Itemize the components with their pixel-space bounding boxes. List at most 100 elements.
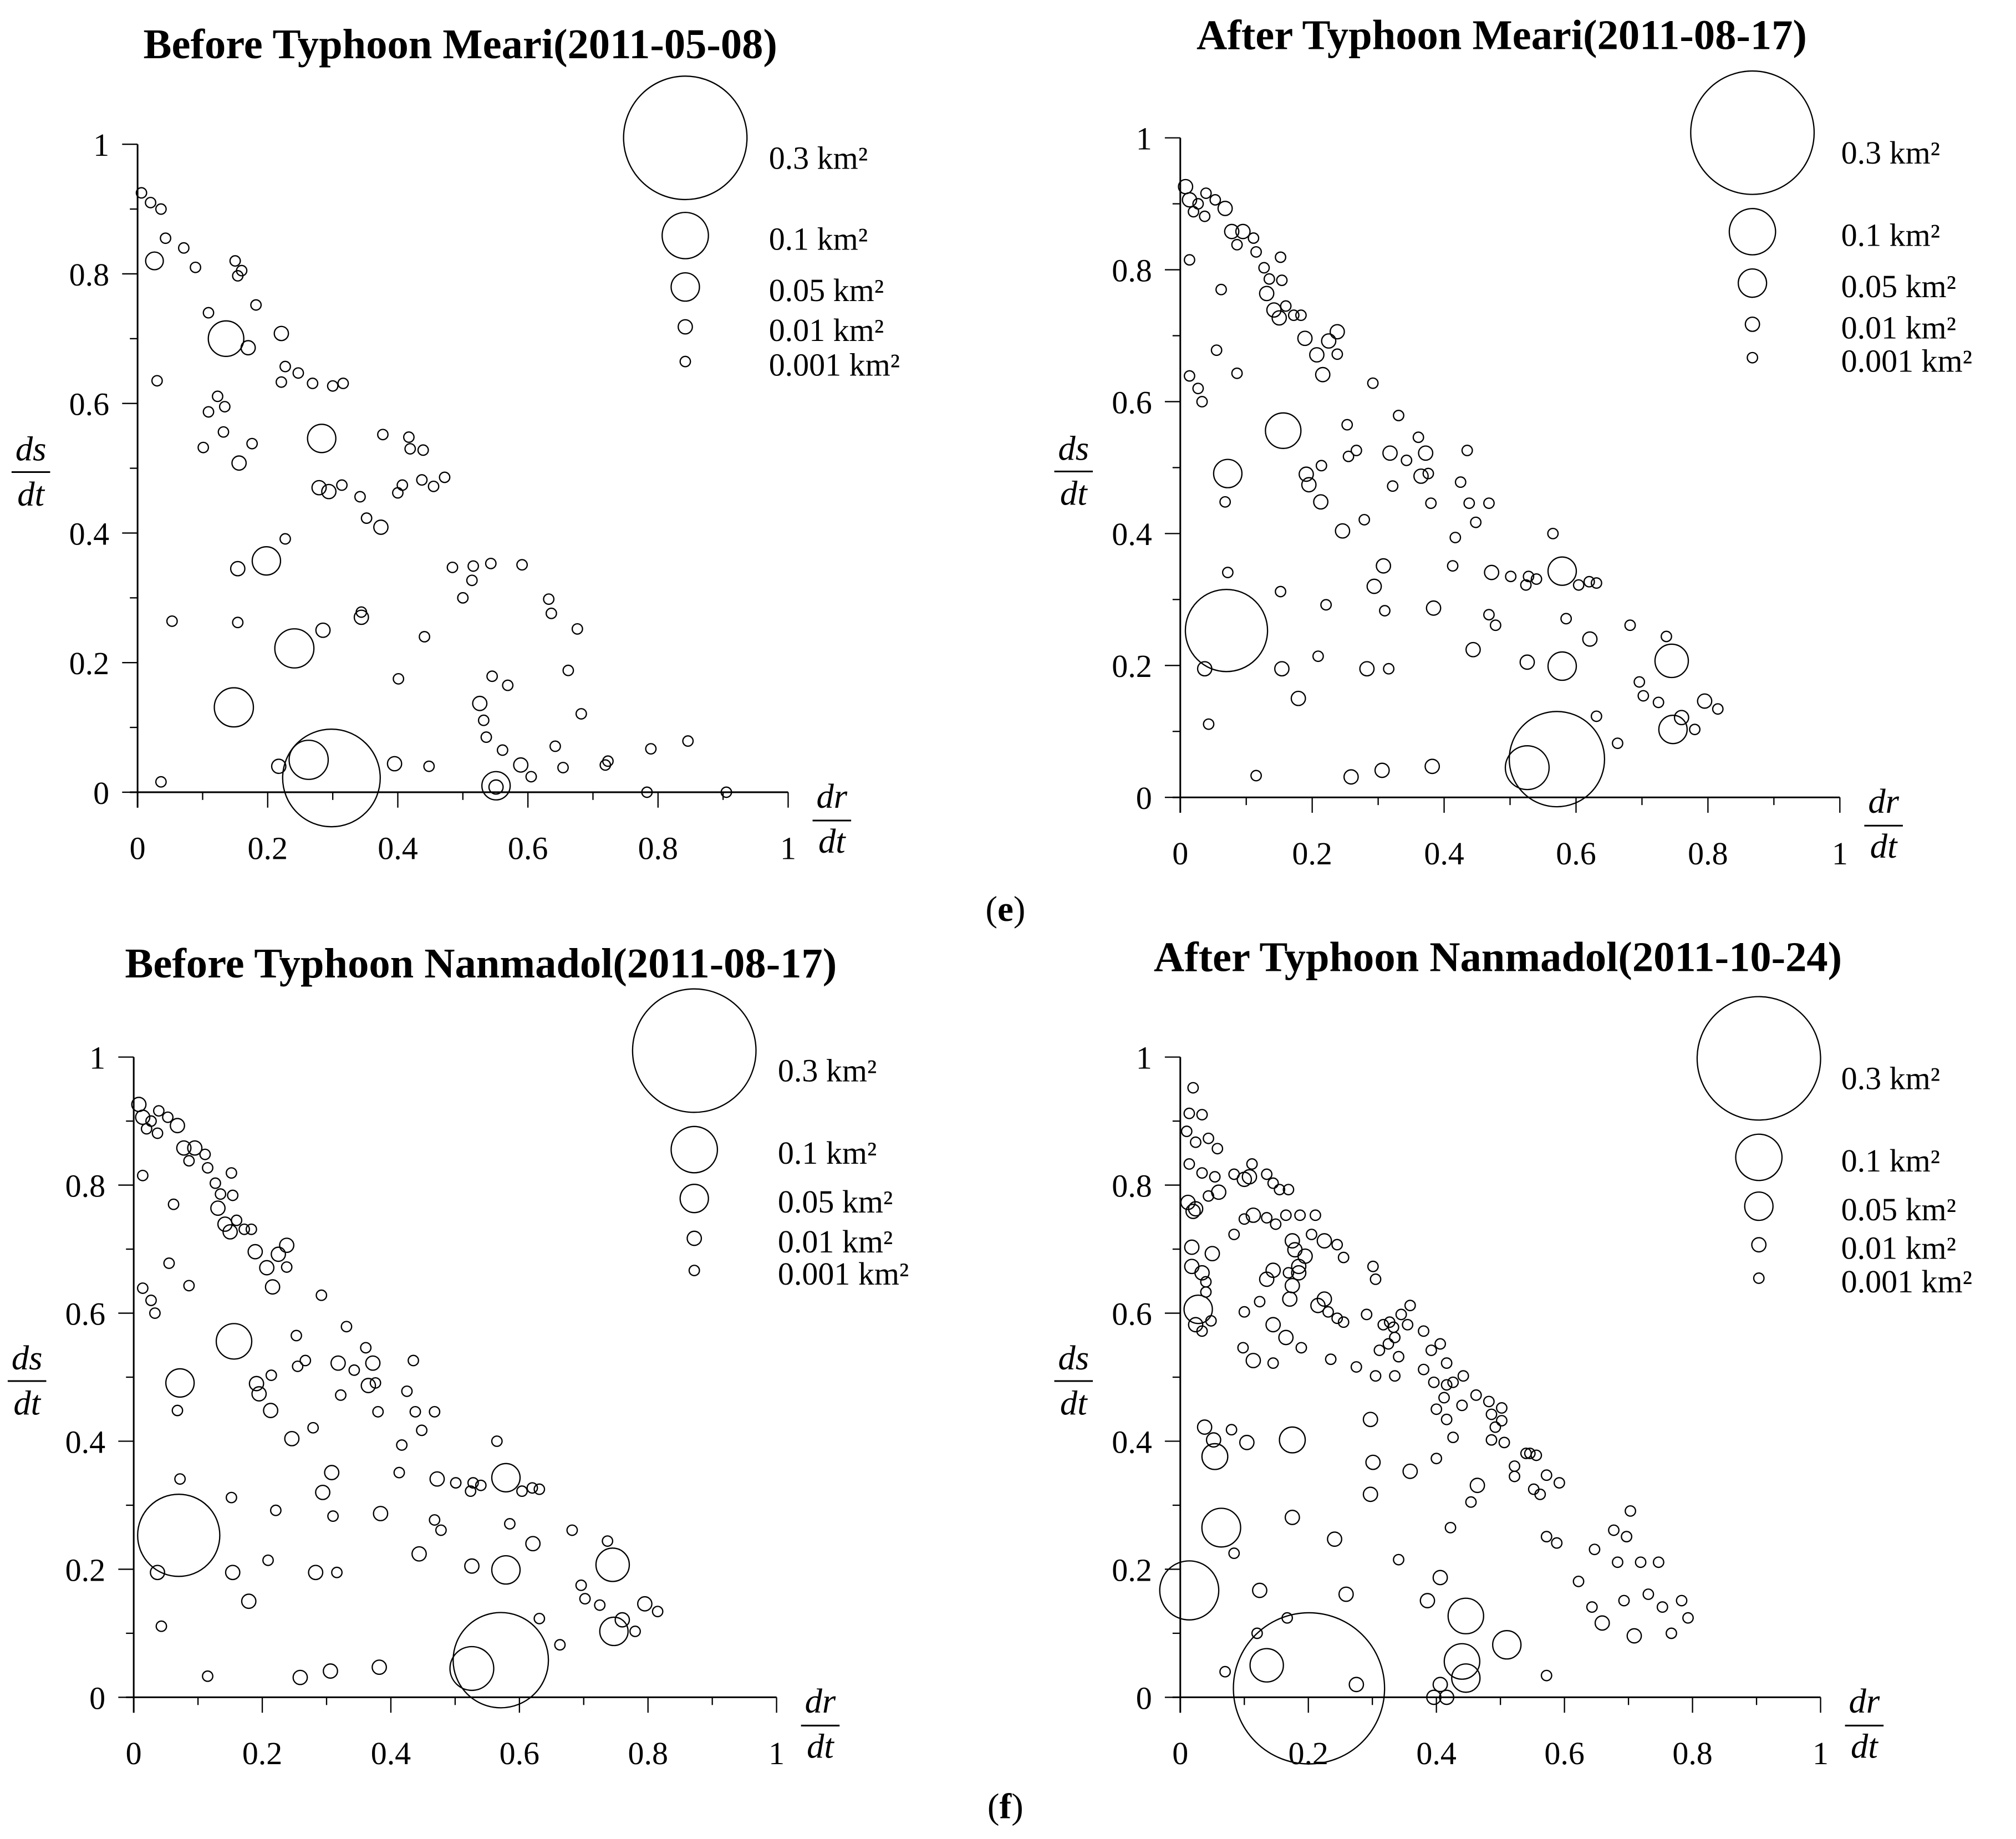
data-bubble	[1184, 588, 1269, 673]
data-bubble	[308, 1565, 324, 1581]
x-tick-label: 0.2	[248, 831, 288, 867]
data-bubble	[1376, 558, 1392, 574]
data-bubble	[1547, 556, 1577, 586]
data-bubble	[1496, 1402, 1508, 1414]
data-bubble	[1426, 1689, 1442, 1705]
data-bubble	[1425, 497, 1437, 510]
data-bubble	[1523, 570, 1535, 583]
data-bubble	[1590, 710, 1602, 722]
x-axis-label-numerator: dr	[805, 1682, 836, 1720]
data-bubble	[1367, 1260, 1379, 1272]
y-tick-label: 0	[93, 775, 109, 811]
legend-label: 0.05 km²	[1841, 1191, 1956, 1227]
legend-label: 0.001 km²	[1841, 343, 1972, 379]
data-bubble	[525, 1536, 541, 1552]
x-tick-label: 0.8	[1688, 836, 1728, 872]
data-bubble	[225, 1491, 237, 1504]
data-bubble	[315, 622, 331, 638]
data-bubble	[525, 771, 537, 783]
data-bubble	[1312, 650, 1324, 663]
data-bubble	[337, 378, 349, 389]
data-bubble	[1359, 661, 1375, 677]
data-bubble	[1418, 1325, 1429, 1337]
data-bubble	[1350, 445, 1362, 456]
data-bubble	[594, 1599, 606, 1611]
data-bubble	[1401, 454, 1413, 466]
data-bubble	[360, 1378, 376, 1393]
data-bubble	[429, 1405, 441, 1418]
data-bubble	[140, 1123, 152, 1135]
data-bubble	[1291, 1259, 1307, 1275]
y-axis-label-denominator: dt	[1060, 474, 1088, 513]
data-bubble	[1485, 1408, 1498, 1420]
x-tick-label: 0.2	[1288, 1735, 1328, 1771]
data-bubble	[1370, 1273, 1382, 1285]
data-bubble	[315, 1289, 328, 1301]
x-tick-label: 1	[768, 1735, 785, 1771]
data-bubble	[602, 755, 614, 767]
data-bubble	[299, 1354, 312, 1367]
legend-label: 0.1 km²	[778, 1135, 877, 1171]
data-bubble	[155, 203, 167, 215]
data-bubble	[1184, 1239, 1200, 1255]
data-bubble	[199, 1148, 211, 1160]
data-bubble	[1196, 1325, 1208, 1337]
data-bubble	[1583, 575, 1595, 588]
data-bubble	[1274, 661, 1290, 677]
data-bubble	[307, 378, 319, 389]
legend-label: 0.1 km²	[769, 221, 868, 257]
data-bubble	[1190, 1136, 1202, 1148]
data-bubble	[1343, 769, 1359, 785]
data-bubble	[475, 1479, 487, 1491]
data-bubble	[1228, 1229, 1240, 1240]
data-bubble	[491, 1435, 503, 1447]
data-bubble	[1342, 450, 1355, 462]
data-bubble	[1658, 715, 1688, 745]
x-tick-label: 1	[780, 831, 796, 867]
data-bubble	[1203, 718, 1215, 730]
data-bubble	[279, 360, 291, 373]
data-bubble	[247, 1244, 263, 1260]
data-bubble	[1485, 1434, 1498, 1446]
data-bubble	[354, 491, 366, 503]
data-bubble	[1210, 344, 1223, 356]
chart-panel-4: After Typhoon Nanmadol(2011-10-24) 0 0.2 0.…	[1054, 933, 1972, 1771]
data-bubble	[1434, 1338, 1447, 1350]
data-bubble	[1612, 1556, 1623, 1568]
x-tick-label: 0	[1172, 1735, 1188, 1771]
data-bubble	[1361, 1308, 1373, 1321]
data-bubble	[1440, 1379, 1453, 1391]
y-axis-label-numerator: ds	[1058, 429, 1089, 468]
data-bubble	[1258, 262, 1270, 274]
data-bubble	[1519, 654, 1535, 670]
data-bubble	[1265, 1317, 1281, 1333]
data-bubble	[176, 1140, 192, 1156]
legend-bubble	[623, 75, 748, 201]
data-bubble	[251, 546, 282, 576]
data-bubble	[321, 483, 337, 500]
data-bubble	[231, 455, 247, 471]
data-bubble	[1367, 377, 1379, 389]
data-bubble	[1504, 745, 1550, 791]
data-bubble	[1321, 333, 1337, 349]
y-tick-label: 0.4	[65, 1424, 105, 1460]
data-bubble	[1219, 1665, 1231, 1678]
data-bubble	[1203, 1132, 1214, 1144]
data-bubble	[682, 735, 694, 747]
data-bubble	[1266, 302, 1282, 318]
legend-bubble	[1753, 1272, 1765, 1284]
data-bubble	[1534, 1488, 1546, 1500]
data-bubble	[202, 406, 215, 418]
data-bubble	[1654, 643, 1689, 679]
data-bubble	[1430, 1403, 1443, 1415]
y-tick-label: 0.2	[65, 1552, 105, 1588]
data-bubble	[151, 375, 163, 387]
data-bubble	[1337, 1316, 1350, 1328]
data-bubble	[1250, 770, 1262, 782]
data-bubble	[162, 1111, 174, 1123]
data-bubble	[1183, 254, 1195, 266]
data-bubble	[1374, 762, 1390, 778]
data-bubble	[1572, 579, 1585, 591]
data-bubble	[595, 1547, 630, 1582]
y-tick-label: 0.2	[1112, 648, 1152, 684]
